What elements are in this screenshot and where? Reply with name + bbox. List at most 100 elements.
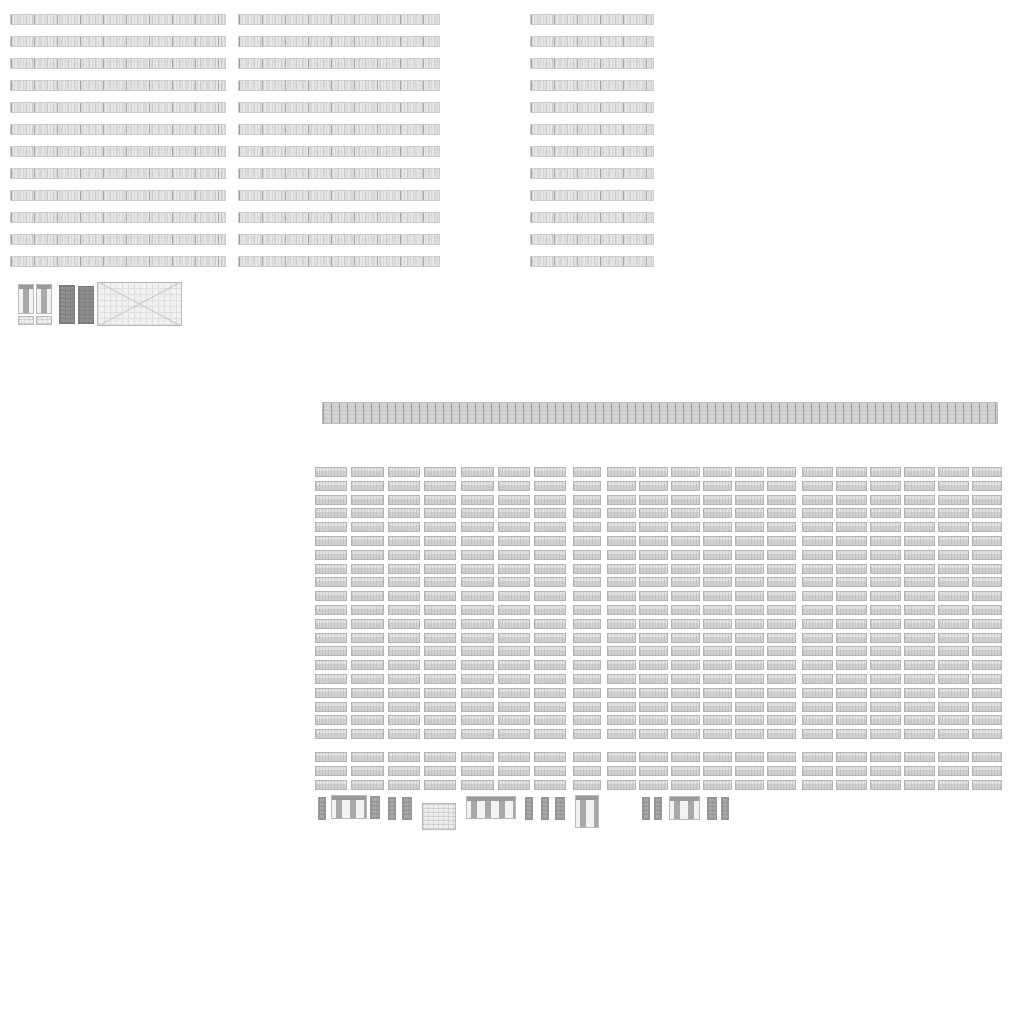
grid-cell	[639, 752, 668, 762]
grid-cell	[639, 674, 668, 684]
grid-cell	[607, 508, 636, 518]
grid-cell	[573, 619, 601, 629]
grid-cell	[735, 646, 764, 656]
grid-cell	[671, 780, 700, 790]
grid-cell	[461, 536, 494, 546]
grid-cell	[802, 522, 833, 532]
grid-cell	[904, 591, 935, 601]
grid-cell	[351, 591, 384, 601]
grid-cell	[351, 633, 384, 643]
grid-cell	[573, 467, 601, 477]
grid-cell	[938, 729, 969, 739]
grid-cell	[938, 495, 969, 505]
grid-cell	[904, 715, 935, 725]
grid-cell	[802, 674, 833, 684]
grid-cell	[938, 633, 969, 643]
grid-cell	[498, 660, 530, 670]
grid-cell	[424, 688, 456, 698]
grid-cell	[870, 619, 901, 629]
grid-cell	[904, 481, 935, 491]
grid-cell	[802, 577, 833, 587]
grid-cell	[573, 702, 601, 712]
grid-cell	[315, 522, 347, 532]
grid-cell	[388, 752, 420, 762]
grid-cell	[767, 752, 796, 762]
grid-cell	[735, 481, 764, 491]
grid-cell	[388, 674, 420, 684]
grid-cell	[938, 715, 969, 725]
grid-cell	[534, 715, 566, 725]
grid-cell	[870, 522, 901, 532]
grid-cell	[498, 481, 530, 491]
grid-cell	[315, 780, 347, 790]
grid-cell	[870, 688, 901, 698]
grid-cell	[461, 729, 494, 739]
grid-cell	[388, 780, 420, 790]
grid-cell	[461, 660, 494, 670]
grid-cell	[938, 780, 969, 790]
grid-cell	[388, 688, 420, 698]
grid-cell	[573, 646, 601, 656]
grid-cell	[904, 522, 935, 532]
grid-cell	[351, 688, 384, 698]
grid-cell	[388, 522, 420, 532]
grid-cell	[573, 522, 601, 532]
grid-cell	[735, 591, 764, 601]
grid-cell	[767, 495, 796, 505]
grid-cell	[938, 522, 969, 532]
grid-cell	[836, 752, 867, 762]
grid-cell	[534, 674, 566, 684]
grid-cell	[938, 536, 969, 546]
grid-cell	[498, 646, 530, 656]
grid-cell	[498, 522, 530, 532]
grid-cell	[461, 646, 494, 656]
grid-cell	[498, 674, 530, 684]
grid-cell	[870, 467, 901, 477]
grid-cell	[802, 715, 833, 725]
thumbnail-panel	[575, 795, 599, 828]
grid-cell	[388, 591, 420, 601]
grid-cell	[767, 780, 796, 790]
grid-cell	[351, 646, 384, 656]
grid-cell	[703, 715, 732, 725]
grid-cell	[767, 688, 796, 698]
grid-cell	[573, 715, 601, 725]
grid-cell	[607, 536, 636, 546]
strip-row	[530, 36, 654, 47]
grid-cell	[639, 729, 668, 739]
grid-cell	[703, 495, 732, 505]
grid-cell	[671, 564, 700, 574]
strip-row	[530, 58, 654, 69]
grid-cell	[498, 564, 530, 574]
grid-cell	[607, 766, 636, 776]
grid-cell	[836, 633, 867, 643]
grid-cell	[767, 605, 796, 615]
strip-row	[530, 168, 654, 179]
grid-cell	[735, 467, 764, 477]
thumbnail-bar	[318, 797, 326, 820]
grid-cell	[424, 619, 456, 629]
grid-cell	[870, 577, 901, 587]
grid-cell	[534, 577, 566, 587]
grid-cell	[639, 508, 668, 518]
grid-cell	[938, 766, 969, 776]
grid-cell	[639, 605, 668, 615]
grid-cell	[534, 752, 566, 762]
grid-cell	[703, 550, 732, 560]
grid-cell	[802, 550, 833, 560]
strip-row	[238, 168, 440, 179]
grid-cell	[534, 564, 566, 574]
thumbnail-panel	[422, 803, 456, 830]
grid-cell	[315, 481, 347, 491]
thumbnail-bar	[555, 797, 565, 820]
grid-cell	[972, 577, 1002, 587]
grid-cell	[424, 564, 456, 574]
grid-cell	[639, 702, 668, 712]
grid-cell	[904, 619, 935, 629]
grid-cell	[735, 605, 764, 615]
grid-cell	[498, 688, 530, 698]
grid-cell	[388, 508, 420, 518]
grid-cell	[671, 467, 700, 477]
grid-cell	[870, 729, 901, 739]
